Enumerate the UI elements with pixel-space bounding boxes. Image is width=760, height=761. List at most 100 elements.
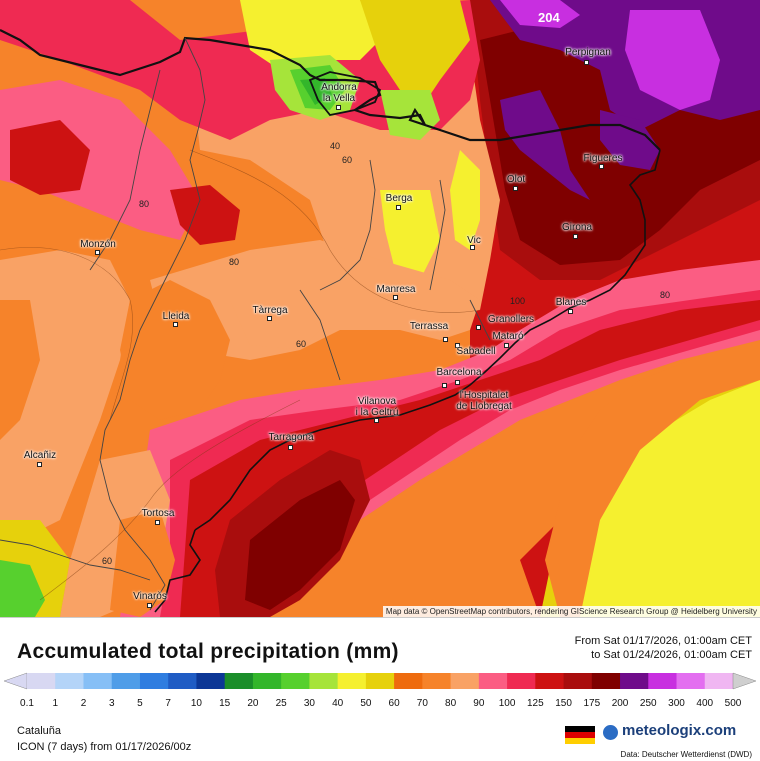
city-label-tortosa: Tortosa bbox=[141, 508, 175, 519]
scale-swatch bbox=[394, 673, 423, 689]
city-marker bbox=[155, 520, 160, 525]
city-marker bbox=[455, 380, 460, 385]
city-marker bbox=[442, 383, 447, 388]
city-label-berga: Berga bbox=[385, 193, 413, 204]
scale-tick-label: 150 bbox=[555, 698, 572, 709]
scale-swatch bbox=[224, 673, 254, 689]
scale-swatch bbox=[450, 673, 480, 689]
scale-swatch bbox=[478, 673, 508, 689]
scale-swatch bbox=[676, 673, 706, 689]
scale-swatch bbox=[365, 673, 395, 689]
scale-tick-label: 80 bbox=[445, 698, 457, 709]
city-marker bbox=[336, 105, 341, 110]
scale-swatch bbox=[535, 673, 565, 689]
region-name: Cataluña bbox=[17, 725, 62, 737]
scale-swatch bbox=[309, 673, 339, 689]
color-scale-bar bbox=[3, 672, 757, 690]
precipitation-field bbox=[0, 0, 760, 617]
city-label-vinaros: Vinaròs bbox=[133, 591, 167, 602]
city-label-sabadell: Sabadell bbox=[456, 346, 496, 357]
scale-tick-label: 175 bbox=[583, 698, 601, 709]
scale-swatch bbox=[27, 673, 56, 689]
scale-tick-label: 0.1 bbox=[20, 698, 34, 709]
scale-ticks: 0.1 1 2 3 5 7 10 15 20 25 30 40 50 60 70 80 90 100 125 150 1… bbox=[0, 698, 760, 712]
brand-name[interactable]: meteologix.com bbox=[622, 722, 737, 739]
scale-swatch bbox=[252, 673, 282, 689]
scale-tick-label: 40 bbox=[332, 698, 344, 709]
scale-tick-label: 20 bbox=[247, 698, 259, 709]
scale-tick-label: 10 bbox=[190, 698, 202, 709]
city-label-figueres: Figueres bbox=[583, 153, 623, 164]
germany-flag-icon bbox=[565, 726, 595, 744]
contour-label: 80 bbox=[139, 199, 150, 209]
city-label-barcelona: Barcelona bbox=[436, 367, 482, 378]
data-source: Data: Deutscher Wetterdienst (DWD) bbox=[620, 750, 752, 759]
city-marker bbox=[513, 186, 518, 191]
city-label-tarragona: Tarragona bbox=[268, 432, 314, 443]
legend-title: Accumulated total precipitation (mm) bbox=[17, 640, 399, 663]
scale-swatch bbox=[563, 673, 593, 689]
contour-label: 40 bbox=[330, 141, 341, 151]
city-marker bbox=[504, 343, 509, 348]
city-marker bbox=[37, 462, 42, 467]
scale-swatch bbox=[111, 673, 141, 689]
scale-tick-label: 7 bbox=[165, 698, 171, 709]
scale-tick-label: 125 bbox=[526, 698, 544, 709]
city-marker bbox=[568, 309, 573, 314]
scale-swatch bbox=[168, 673, 197, 689]
scale-tick-label: 400 bbox=[696, 698, 714, 709]
contour-label: 60 bbox=[102, 556, 113, 566]
scale-swatch bbox=[507, 673, 536, 689]
city-marker bbox=[584, 60, 589, 65]
city-label-manresa: Manresa bbox=[376, 284, 416, 295]
scale-tick-label: 300 bbox=[668, 698, 685, 709]
city-marker bbox=[95, 250, 100, 255]
scale-tick-label: 250 bbox=[639, 698, 657, 709]
scale-tick-label: 500 bbox=[724, 698, 742, 709]
precipitation-map[interactable]: 204 40 60 80 80 60 80 60 100 Perpignan A… bbox=[0, 0, 760, 617]
scale-tick-label: 2 bbox=[80, 698, 87, 709]
map-attribution[interactable]: Map data © OpenStreetMap contributors, r… bbox=[382, 606, 760, 617]
scale-tick-label: 15 bbox=[219, 698, 231, 709]
scale-tick-label: 60 bbox=[388, 698, 400, 709]
city-marker bbox=[393, 295, 398, 300]
scale-tick-label: 5 bbox=[137, 698, 143, 709]
city-marker bbox=[288, 445, 293, 450]
city-label-olot: Olot bbox=[506, 174, 526, 185]
city-label-blanes: Blanes bbox=[555, 297, 587, 308]
city-label-vilanova: Vilanova i la Geltrú bbox=[355, 396, 399, 418]
city-label-hospitalet: l'Hospitalet de Llobregat bbox=[456, 390, 512, 412]
city-marker bbox=[443, 337, 448, 342]
city-marker bbox=[147, 603, 152, 608]
scale-swatch bbox=[620, 673, 649, 689]
city-marker bbox=[173, 322, 178, 327]
time-period: From Sat 01/17/2026, 01:00am CET to Sat … bbox=[575, 634, 752, 662]
max-value-label: 204 bbox=[538, 10, 560, 25]
scale-swatch bbox=[337, 673, 367, 689]
period-from: From Sat 01/17/2026, 01:00am CET bbox=[574, 635, 752, 647]
city-label-vic: Vic bbox=[467, 235, 481, 246]
contour-label: 80 bbox=[660, 290, 671, 300]
scale-arrow-right bbox=[732, 672, 757, 690]
scale-swatch bbox=[83, 673, 113, 689]
scale-tick-label: 3 bbox=[108, 698, 115, 709]
city-label-perpignan: Perpignan bbox=[565, 47, 611, 58]
scale-tick-label: 70 bbox=[416, 698, 428, 709]
model-run: ICON (7 days) from 01/17/2026/00z bbox=[17, 741, 192, 753]
scale-swatch bbox=[196, 673, 226, 689]
legend-panel: Accumulated total precipitation (mm) Fro… bbox=[0, 617, 760, 761]
city-label-granollers: Granollers bbox=[487, 314, 535, 325]
city-label-alcaniz: Alcañiz bbox=[23, 450, 57, 461]
city-label-tarrega: Tàrrega bbox=[252, 305, 288, 316]
city-marker bbox=[573, 234, 578, 239]
scale-arrow-left bbox=[3, 672, 28, 690]
period-to: to Sat 01/24/2026, 01:00am CET bbox=[591, 649, 752, 661]
contour-label: 60 bbox=[296, 339, 307, 349]
city-label-lleida: Lleida bbox=[162, 311, 190, 322]
scale-tick-label: 100 bbox=[498, 698, 516, 709]
contour-label: 60 bbox=[342, 155, 353, 165]
city-marker bbox=[476, 325, 481, 330]
city-marker bbox=[455, 343, 460, 348]
scale-swatch bbox=[704, 673, 734, 689]
city-label-andorra: Andorra la Vella bbox=[321, 82, 357, 104]
